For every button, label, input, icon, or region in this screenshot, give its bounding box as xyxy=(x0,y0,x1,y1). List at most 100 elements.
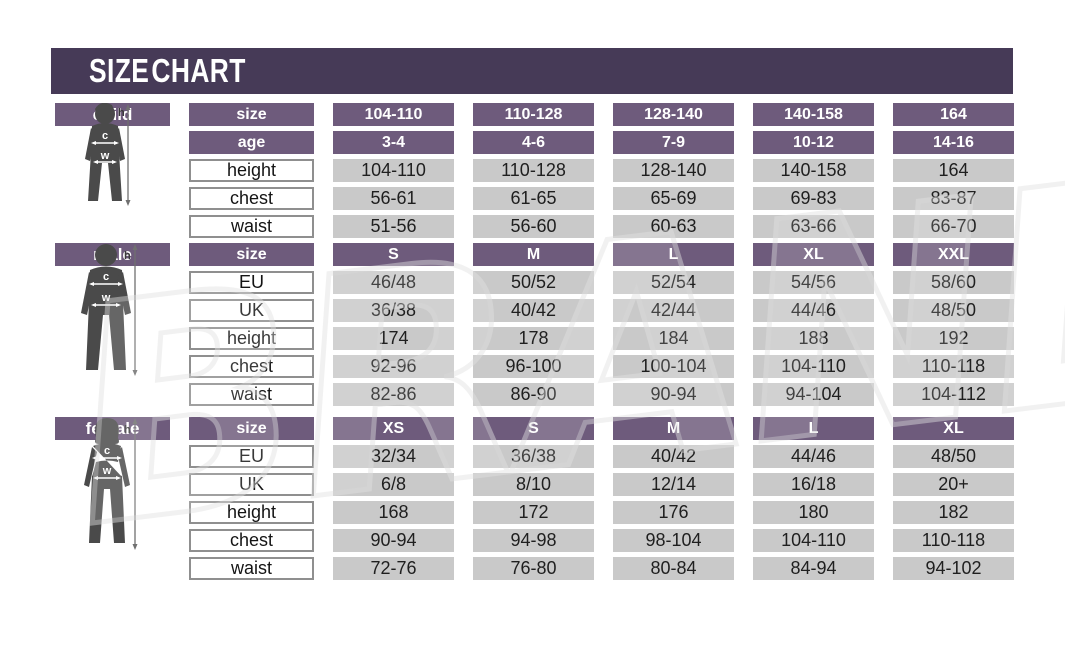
table-cell: 98-104 xyxy=(613,529,734,552)
table-cell: 184 xyxy=(613,327,734,350)
table-cell: 104-112 xyxy=(893,383,1014,406)
svg-text:c: c xyxy=(103,271,109,283)
table-cell: 188 xyxy=(753,327,874,350)
row-label-height: height xyxy=(189,501,314,524)
table-cell: 63-66 xyxy=(753,215,874,238)
table-cell: 50/52 xyxy=(473,271,594,294)
row-label-waist: waist xyxy=(189,215,314,238)
table-cell: 164 xyxy=(893,103,1014,126)
row-label-UK: UK xyxy=(189,473,314,496)
table-cell: 86-90 xyxy=(473,383,594,406)
row-label-height: height xyxy=(189,327,314,350)
child-silhouette-icon: c w h xyxy=(55,103,170,206)
table-cell: 10-12 xyxy=(753,131,874,154)
table-cell: 84-94 xyxy=(753,557,874,580)
table-cell: 8/10 xyxy=(473,473,594,496)
table-cell: 192 xyxy=(893,327,1014,350)
table-cell: 4-6 xyxy=(473,131,594,154)
table-cell: 14-16 xyxy=(893,131,1014,154)
male-silhouette-icon: c w h xyxy=(55,243,170,376)
table-cell: 176 xyxy=(613,501,734,524)
table-cell: 32/34 xyxy=(333,445,454,468)
table-cell: S xyxy=(473,417,594,440)
table-cell: 76-80 xyxy=(473,557,594,580)
row-label-waist: waist xyxy=(189,557,314,580)
row-label-chest: chest xyxy=(189,187,314,210)
table-cell: 96-100 xyxy=(473,355,594,378)
table-cell: 20+ xyxy=(893,473,1014,496)
table-cell: 104-110 xyxy=(753,529,874,552)
row-label-chest: chest xyxy=(189,355,314,378)
table-cell: 168 xyxy=(333,501,454,524)
row-label-height: height xyxy=(189,159,314,182)
table-cell: 72-76 xyxy=(333,557,454,580)
table-cell: 16/18 xyxy=(753,473,874,496)
table-cell: 110-118 xyxy=(893,355,1014,378)
table-cell: 69-83 xyxy=(753,187,874,210)
row-label-age: age xyxy=(189,131,314,154)
table-cell: 6/8 xyxy=(333,473,454,496)
table-cell: 92-96 xyxy=(333,355,454,378)
table-cell: 110-128 xyxy=(473,103,594,126)
table-cell: 182 xyxy=(893,501,1014,524)
table-cell: S xyxy=(333,243,454,266)
table-cell: L xyxy=(753,417,874,440)
svg-text:w: w xyxy=(102,465,112,477)
table-cell: M xyxy=(473,243,594,266)
row-label-EU: EU xyxy=(189,445,314,468)
table-cell: 54/56 xyxy=(753,271,874,294)
table-cell: 94-98 xyxy=(473,529,594,552)
row-label-waist: waist xyxy=(189,383,314,406)
title-bar: SIZE CHART xyxy=(51,48,1013,94)
table-cell: 40/42 xyxy=(613,445,734,468)
table-cell: 110-128 xyxy=(473,159,594,182)
svg-text:h: h xyxy=(124,250,131,262)
table-cell: 90-94 xyxy=(333,529,454,552)
table-cell: 61-65 xyxy=(473,187,594,210)
table-cell: 104-110 xyxy=(753,355,874,378)
table-cell: 172 xyxy=(473,501,594,524)
table-cell: 44/46 xyxy=(753,445,874,468)
table-cell: 90-94 xyxy=(613,383,734,406)
svg-text:h: h xyxy=(118,107,125,119)
table-cell: L xyxy=(613,243,734,266)
table-cell: 48/50 xyxy=(893,299,1014,322)
table-cell: 56-60 xyxy=(473,215,594,238)
table-cell: 46/48 xyxy=(333,271,454,294)
table-cell: 52/54 xyxy=(613,271,734,294)
table-cell: 180 xyxy=(753,501,874,524)
table-cell: 36/38 xyxy=(473,445,594,468)
table-cell: 40/42 xyxy=(473,299,594,322)
table-cell: 104-110 xyxy=(333,103,454,126)
table-cell: XL xyxy=(893,417,1014,440)
table-cell: 65-69 xyxy=(613,187,734,210)
row-label-chest: chest xyxy=(189,529,314,552)
table-cell: M xyxy=(613,417,734,440)
table-cell: 94-104 xyxy=(753,383,874,406)
row-label-size: size xyxy=(189,103,314,126)
table-cell: 12/14 xyxy=(613,473,734,496)
table-cell: 100-104 xyxy=(613,355,734,378)
table-cell: 48/50 xyxy=(893,445,1014,468)
table-cell: 178 xyxy=(473,327,594,350)
table-cell: 128-140 xyxy=(613,103,734,126)
row-label-EU: EU xyxy=(189,271,314,294)
table-cell: 60-63 xyxy=(613,215,734,238)
table-cell: 42/44 xyxy=(613,299,734,322)
table-cell: 56-61 xyxy=(333,187,454,210)
table-cell: 104-110 xyxy=(333,159,454,182)
page-title: SIZE CHART xyxy=(89,52,246,89)
table-cell: 51-56 xyxy=(333,215,454,238)
svg-text:w: w xyxy=(101,292,111,304)
table-cell: 128-140 xyxy=(613,159,734,182)
table-cell: 94-102 xyxy=(893,557,1014,580)
table-cell: 80-84 xyxy=(613,557,734,580)
table-cell: 164 xyxy=(893,159,1014,182)
row-label-UK: UK xyxy=(189,299,314,322)
table-cell: XL xyxy=(753,243,874,266)
section-child: child c w h size104-110110-128128-140140… xyxy=(55,103,1014,238)
table-cell: 82-86 xyxy=(333,383,454,406)
table-cell: 83-87 xyxy=(893,187,1014,210)
table-cell: 44/46 xyxy=(753,299,874,322)
